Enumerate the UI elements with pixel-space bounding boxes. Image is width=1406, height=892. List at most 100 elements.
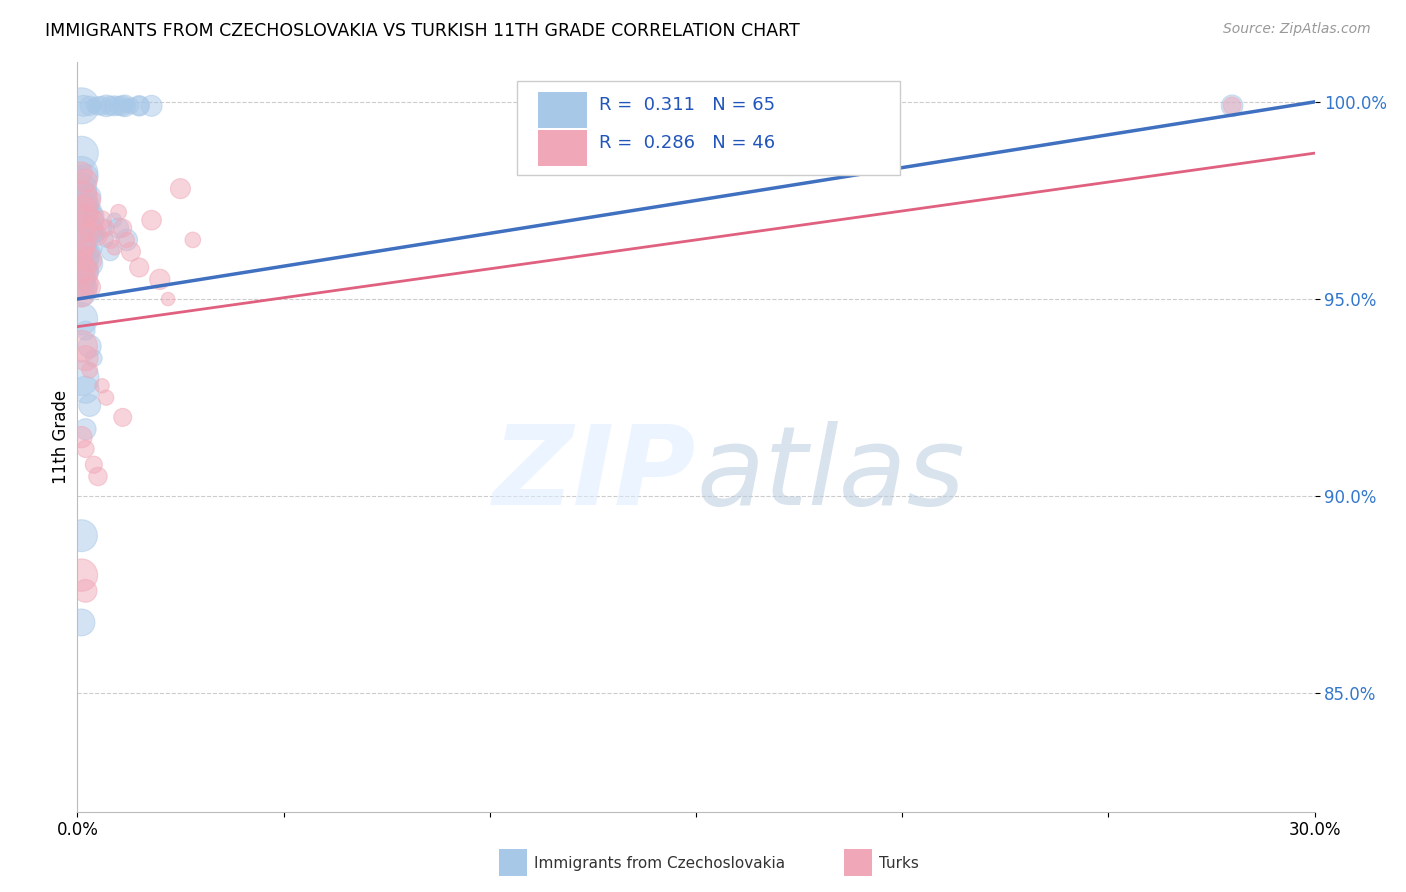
Text: atlas: atlas	[696, 421, 965, 528]
Point	[70, 221, 93, 235]
Point	[70, 339, 93, 353]
Point	[79, 256, 101, 270]
Point	[87, 229, 110, 244]
Point	[115, 99, 138, 113]
Point	[91, 213, 114, 227]
Point	[98, 99, 121, 113]
Point	[70, 529, 93, 543]
Point	[83, 99, 105, 113]
Point	[70, 197, 93, 211]
Point	[75, 442, 97, 456]
Point	[75, 252, 97, 267]
Point	[70, 284, 93, 298]
Point	[120, 244, 142, 259]
Point	[75, 583, 97, 598]
Point	[70, 311, 93, 326]
Bar	[537, 130, 588, 166]
Point	[79, 363, 101, 377]
Point	[87, 229, 110, 244]
Text: Source: ZipAtlas.com: Source: ZipAtlas.com	[1223, 22, 1371, 37]
Point	[169, 181, 191, 195]
Point	[115, 233, 138, 247]
Point	[79, 99, 101, 113]
Text: R =  0.311   N = 65: R = 0.311 N = 65	[599, 96, 776, 114]
Point	[111, 99, 134, 113]
Point	[96, 221, 118, 235]
Point	[79, 252, 101, 267]
Point	[70, 166, 93, 180]
Point	[70, 233, 93, 247]
Point	[79, 241, 101, 255]
Point	[70, 166, 93, 180]
Point	[75, 280, 97, 294]
Point	[75, 186, 97, 200]
Point	[91, 99, 114, 113]
Point	[79, 225, 101, 239]
Point	[83, 458, 105, 472]
Point	[75, 209, 97, 223]
Point	[115, 233, 138, 247]
Point	[87, 469, 110, 483]
Text: R =  0.286   N = 46: R = 0.286 N = 46	[599, 134, 776, 152]
Point	[128, 99, 150, 113]
Point	[149, 272, 172, 286]
Point	[111, 221, 134, 235]
Point	[70, 213, 93, 227]
Point	[70, 371, 93, 385]
Point	[70, 430, 93, 444]
Point	[141, 99, 163, 113]
Point	[75, 351, 97, 366]
Point	[96, 99, 118, 113]
Point	[75, 324, 97, 338]
Point	[75, 202, 97, 216]
Point	[75, 264, 97, 278]
Point	[75, 264, 97, 278]
Y-axis label: 11th Grade: 11th Grade	[52, 390, 70, 484]
Point	[98, 244, 121, 259]
Point	[75, 422, 97, 436]
Point	[70, 236, 93, 251]
Point	[83, 351, 105, 366]
Point	[91, 221, 114, 235]
Point	[107, 99, 129, 113]
Point	[79, 221, 101, 235]
Point	[79, 205, 101, 219]
Point	[79, 399, 101, 413]
FancyBboxPatch shape	[516, 81, 900, 175]
Point	[1220, 99, 1243, 113]
Point	[128, 99, 150, 113]
Point	[70, 260, 93, 275]
Bar	[537, 93, 588, 128]
Point	[70, 146, 93, 161]
Point	[70, 615, 93, 630]
Point	[157, 292, 180, 306]
Point	[79, 339, 101, 353]
Point	[107, 221, 129, 235]
Point	[70, 288, 93, 302]
Point	[141, 213, 163, 227]
Point	[70, 260, 93, 275]
Point	[96, 233, 118, 247]
Point	[87, 99, 110, 113]
Point	[83, 244, 105, 259]
Point	[70, 205, 93, 219]
Point	[70, 268, 93, 283]
Point	[75, 236, 97, 251]
Point	[75, 383, 97, 397]
Point	[79, 194, 101, 208]
Point	[75, 217, 97, 231]
Text: Immigrants from Czechoslovakia: Immigrants from Czechoslovakia	[534, 856, 786, 871]
Point	[96, 391, 118, 405]
Point	[70, 189, 93, 203]
Point	[91, 379, 114, 393]
Point	[70, 277, 93, 291]
Point	[103, 99, 125, 113]
Point	[115, 99, 138, 113]
Text: ZIP: ZIP	[492, 421, 696, 528]
Point	[83, 213, 105, 227]
Point	[114, 99, 136, 113]
Point	[83, 225, 105, 239]
Point	[70, 568, 93, 582]
Point	[98, 233, 121, 247]
Point	[70, 99, 93, 113]
